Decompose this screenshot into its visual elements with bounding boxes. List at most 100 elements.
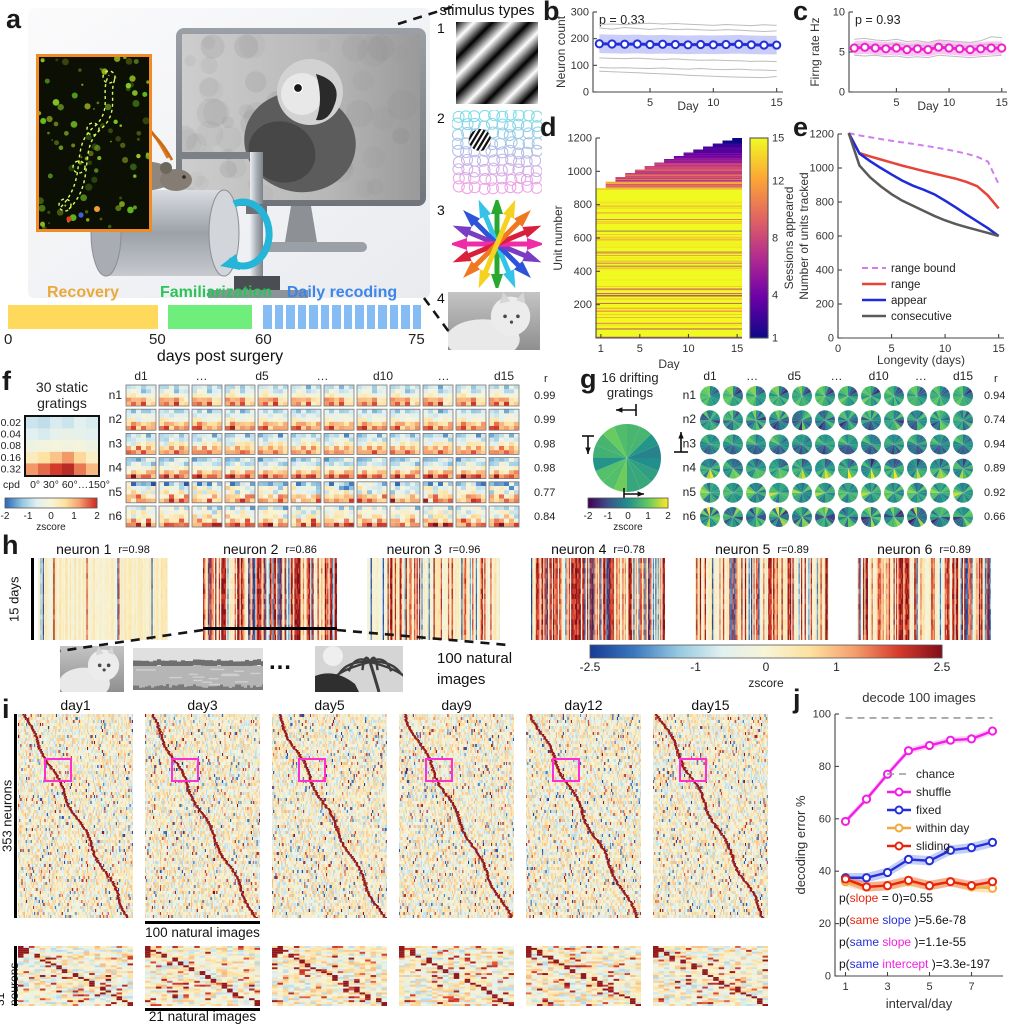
neuron-3-label: neuron 3 [386, 541, 442, 557]
timeline-tick-0: 0 [4, 331, 13, 348]
neuron-2-r: r=0.86 [285, 544, 317, 556]
static-gratings-tuning-grid [0, 370, 578, 536]
timeline-segment [297, 305, 306, 329]
i-day15-title: day15 [691, 697, 730, 713]
decoding-matrix-day9 [399, 714, 514, 918]
rotation-arrow [225, 198, 273, 270]
natural-images-count-label: 100 natural images [437, 650, 513, 688]
i-big-axis-line [14, 714, 17, 918]
neuron-1-label: neuron 1 [56, 541, 112, 557]
decoding-matrix-day15 [653, 714, 768, 918]
timeline-tick-50: 50 [149, 331, 166, 348]
unit-sessions-heatmap [550, 118, 800, 370]
natural-image-stimulus [448, 292, 540, 350]
timeline-phase-label-daily-recoding: Daily recoding [286, 284, 398, 301]
i-day3-title: day3 [187, 697, 218, 713]
strip-2-underline [203, 627, 337, 630]
panel-label-h: h [2, 530, 19, 560]
timeline-phase-label-familiarization: Familiarization [160, 284, 273, 301]
timeline-bar-daily-recoding [263, 305, 421, 329]
i-small-xaxis-label: 21 natural images [148, 1009, 257, 1024]
panel-label-c: c [793, 0, 809, 26]
timeline-phase-label-recovery: Recovery [46, 284, 120, 301]
timeline-tick-60: 60 [255, 331, 272, 348]
stimulus-2-number: 2 [437, 110, 445, 126]
thumbs-ellipsis: … [268, 648, 295, 675]
neuron-1-response-strip [38, 558, 168, 640]
small-matrix-day9 [399, 946, 514, 1006]
natural-image-palm-thumb [315, 646, 403, 692]
neuron-4-title: neuron 4 r=0.78 [531, 537, 665, 557]
timeline-segment [412, 305, 421, 329]
neuron-2-title: neuron 2 r=0.86 [203, 537, 337, 557]
timeline-bar-recovery [8, 305, 158, 329]
timeline-segment [366, 305, 375, 329]
neuron-5-r: r=0.89 [777, 544, 809, 556]
mouse-ear [160, 162, 172, 174]
mouse-eye [182, 175, 186, 179]
neuron-4-response-strip [531, 558, 665, 640]
panel-label-i: i [2, 694, 10, 724]
direction-arrows-stimulus [452, 200, 542, 288]
neuron-5-title: neuron 5 r=0.89 [695, 537, 829, 557]
units-tracked-chart [798, 118, 1013, 370]
timeline-axis-label: days post surgery [156, 348, 284, 365]
drifting-gratings-pie-grid [578, 370, 1013, 536]
natural-image-lake-thumb [133, 648, 263, 690]
timeline-segment [286, 305, 295, 329]
sparse-noise-stimulus [452, 110, 542, 196]
neuron-3-r: r=0.96 [448, 544, 481, 556]
panel-label-g: g [580, 364, 597, 394]
stimulus-monitor [176, 28, 426, 206]
timeline-segment [343, 305, 352, 329]
monitor-stand [285, 206, 317, 242]
decoding-matrix-day5 [272, 714, 387, 918]
natural-image-cat-thumb [60, 646, 124, 692]
timeline-segment [320, 305, 329, 329]
headpost-arm [176, 152, 256, 159]
small-matrix-day12 [526, 946, 641, 1006]
timeline-bar-familiarization [168, 305, 252, 329]
mouse-head [160, 169, 192, 191]
headpost-pole [250, 152, 263, 284]
timeline-segment [401, 305, 410, 329]
zscore-colorbar [578, 640, 970, 692]
timeline-segment [274, 305, 283, 329]
panel-label-j: j [793, 684, 801, 714]
stimulus-types-title: stimulus types [439, 2, 535, 19]
neuron-2-label: neuron 2 [223, 541, 279, 557]
neuron-count-chart [553, 0, 793, 115]
panel-label-f: f [2, 366, 11, 396]
two-photon-inset-frame [36, 54, 152, 232]
neuron-2-response-strip [203, 558, 337, 640]
decoding-matrix-day1 [18, 714, 133, 918]
neuron-3-response-strip [367, 558, 500, 640]
i-big-xaxis-label: 100 natural images [145, 925, 260, 940]
parrot-image [182, 34, 420, 200]
i-small-axis-line [14, 946, 17, 1006]
timeline-segment [355, 305, 364, 329]
neuron-1-title: neuron 1 r=0.98 [38, 537, 168, 557]
stimulus-3-number: 3 [437, 202, 445, 218]
panel-label-e: e [793, 112, 809, 142]
timeline-tick-75: 75 [408, 331, 425, 348]
decoding-matrix-day12 [526, 714, 641, 918]
neuron-1-r: r=0.98 [118, 544, 150, 556]
i-day12-title: day12 [564, 697, 603, 713]
timeline-segment [378, 305, 387, 329]
neuron-5-label: neuron 5 [715, 541, 771, 557]
panel-label-b: b [543, 0, 560, 26]
panel-label-d: d [540, 112, 557, 142]
decoding-error-chart [795, 690, 1013, 1024]
rotation-arrow-head [220, 254, 240, 270]
i-big-rows-label: 353 neurons [0, 779, 15, 853]
neuron-4-label: neuron 4 [551, 541, 607, 557]
i-big-xaxis-bar [145, 921, 260, 924]
neuron-5-response-strip [695, 558, 829, 640]
small-matrix-day5 [272, 946, 387, 1006]
i-small-rows-label: 31 neurons [0, 963, 21, 1006]
timeline-segment [309, 305, 318, 329]
decoding-matrix-day3 [145, 714, 260, 918]
timeline-segment [332, 305, 341, 329]
i-day1-title: day1 [60, 697, 91, 713]
